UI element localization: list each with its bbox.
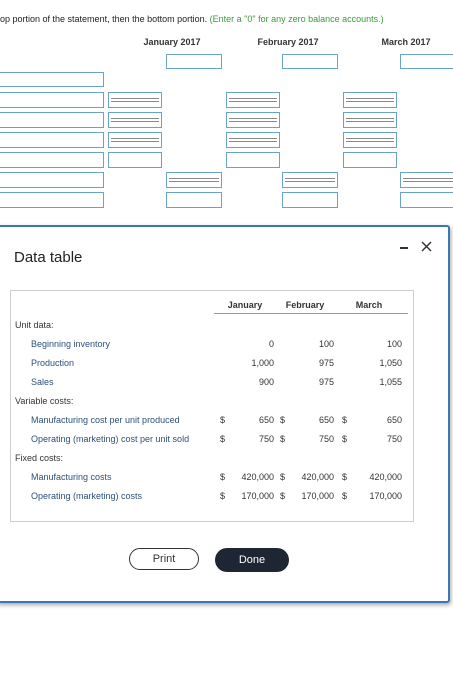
header-rule	[214, 313, 408, 314]
currency-symbol: $	[220, 434, 226, 444]
input-box[interactable]	[226, 152, 280, 168]
instruction-text: op portion of the statement, then the bo…	[0, 14, 208, 24]
table-column-header: March	[355, 300, 383, 310]
row-label: Manufacturing costs	[31, 472, 112, 482]
input-box[interactable]	[0, 72, 104, 87]
section-title: Fixed costs:	[15, 453, 64, 463]
done-button[interactable]: Done	[215, 548, 289, 572]
dialog-title: Data table	[14, 249, 83, 266]
cell-value: 1,050	[379, 358, 402, 368]
cell-value: 650	[386, 415, 402, 425]
input-box[interactable]	[166, 172, 222, 188]
cell-value: 750	[258, 434, 274, 444]
cell-value: 0	[268, 339, 274, 349]
row-label: Sales	[31, 377, 54, 387]
cell-value: 900	[258, 377, 274, 387]
currency-symbol: $	[342, 415, 348, 425]
data-table	[10, 290, 414, 522]
currency-symbol: $	[342, 472, 348, 482]
cell-value: 170,000	[301, 491, 334, 501]
currency-symbol: $	[342, 434, 348, 444]
input-box[interactable]	[343, 132, 397, 148]
cell-value: 650	[318, 415, 334, 425]
input-box[interactable]	[282, 192, 338, 208]
cell-value: 100	[386, 339, 402, 349]
input-box[interactable]	[226, 132, 280, 148]
cell-value: 100	[318, 339, 334, 349]
table-column-header: January	[227, 300, 263, 310]
input-box[interactable]	[108, 152, 162, 168]
currency-symbol: $	[220, 491, 226, 501]
input-box[interactable]	[0, 172, 104, 188]
currency-symbol: $	[280, 434, 286, 444]
input-box[interactable]	[282, 54, 338, 69]
input-box[interactable]	[282, 172, 338, 188]
currency-symbol: $	[220, 415, 226, 425]
cell-value: 170,000	[241, 491, 274, 501]
currency-symbol: $	[280, 415, 286, 425]
cell-value: 170,000	[369, 491, 402, 501]
input-box[interactable]	[0, 132, 104, 148]
input-box[interactable]	[0, 192, 104, 208]
input-box[interactable]	[226, 112, 280, 128]
input-box[interactable]	[108, 132, 162, 148]
section-title: Unit data:	[15, 320, 54, 330]
window-controls	[400, 241, 432, 252]
cell-value: 975	[318, 358, 334, 368]
dialog: Data table January February March Unit data…	[0, 225, 450, 603]
input-box[interactable]	[108, 112, 162, 128]
currency-symbol: $	[220, 472, 226, 482]
cell-value: 420,000	[369, 472, 402, 482]
input-box[interactable]	[343, 152, 397, 168]
input-box[interactable]	[166, 54, 222, 69]
row-label: Production	[31, 358, 75, 368]
instruction: op portion of the statement, then the bo…	[0, 14, 384, 24]
column-header: March 2017	[381, 37, 431, 47]
input-box[interactable]	[108, 92, 162, 108]
cell-value: 1,000	[251, 358, 274, 368]
cell-value: 420,000	[301, 472, 334, 482]
cell-value: 750	[318, 434, 334, 444]
row-label: Operating (marketing) cost per unit sold	[31, 434, 190, 444]
cell-value: 1,055	[379, 377, 402, 387]
instruction-note: (Enter a "0" for any zero balance accoun…	[209, 14, 384, 24]
input-box[interactable]	[400, 172, 453, 188]
input-box[interactable]	[400, 192, 453, 208]
input-box[interactable]	[343, 92, 397, 108]
section-title: Variable costs:	[15, 396, 74, 406]
row-label: Operating (marketing) costs	[31, 491, 143, 501]
row-label: Beginning inventory	[31, 339, 111, 349]
cell-value: 750	[386, 434, 402, 444]
currency-symbol: $	[280, 491, 286, 501]
cell-value: 420,000	[241, 472, 274, 482]
input-box[interactable]	[226, 92, 280, 108]
column-header: February 2017	[257, 37, 319, 47]
input-box[interactable]	[400, 54, 453, 69]
input-box[interactable]	[0, 152, 104, 168]
column-header: January 2017	[143, 37, 201, 47]
print-button[interactable]: Print	[129, 548, 199, 570]
cell-value: 975	[318, 377, 334, 387]
close-icon[interactable]	[421, 241, 432, 252]
table-column-header: February	[285, 300, 325, 310]
input-box[interactable]	[343, 112, 397, 128]
input-box[interactable]	[166, 192, 222, 208]
input-box[interactable]	[0, 92, 104, 108]
row-label: Manufacturing cost per unit produced	[31, 415, 180, 425]
cell-value: 650	[258, 415, 274, 425]
currency-symbol: $	[342, 491, 348, 501]
input-box[interactable]	[0, 112, 104, 128]
currency-symbol: $	[280, 472, 286, 482]
